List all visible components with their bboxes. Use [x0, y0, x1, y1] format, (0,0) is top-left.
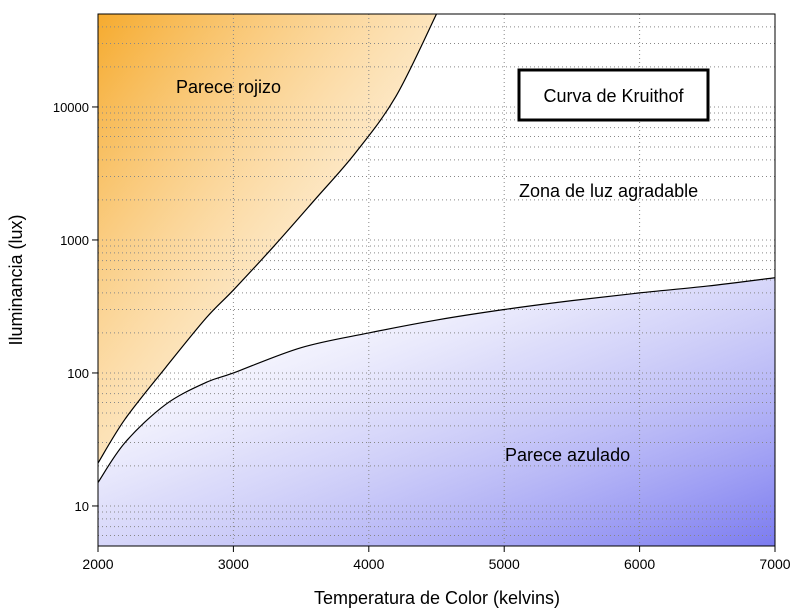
grid-lines	[98, 14, 775, 546]
title-box	[517, 68, 710, 122]
region-label-pleasant: Zona de luz agradable	[519, 181, 698, 201]
x-tick-label: 6000	[624, 556, 655, 572]
y-tick-label: 10	[75, 499, 89, 514]
y-tick-label: 10000	[53, 100, 89, 115]
y-tick-label: 100	[67, 366, 89, 381]
x-tick-label: 4000	[353, 556, 384, 572]
y-tick-label: 1000	[60, 233, 89, 248]
chart-title: Curva de Kruithof	[543, 86, 684, 106]
series-line-upper-boundary	[98, 14, 438, 464]
x-tick-label: 3000	[218, 556, 249, 572]
series-layer	[98, 14, 775, 483]
y-axis-label: Iluminancia (lux)	[6, 214, 26, 345]
region-label-bluish: Parece azulado	[505, 445, 630, 465]
x-tick-label: 2000	[82, 556, 113, 572]
series-line-lower-boundary	[98, 277, 775, 483]
region-bluish	[98, 277, 775, 546]
region-label-reddish: Parece rojizo	[176, 77, 281, 97]
tick-layer: 2000 3000 4000 5000 6000 7000 10 100 1000 10000	[53, 100, 791, 572]
region-reddish	[98, 14, 437, 464]
x-tick-label: 7000	[759, 556, 790, 572]
x-axis-label: Temperatura de Color (kelvins)	[314, 588, 560, 608]
plot-frame	[97, 13, 776, 547]
x-tick-label: 5000	[489, 556, 520, 572]
